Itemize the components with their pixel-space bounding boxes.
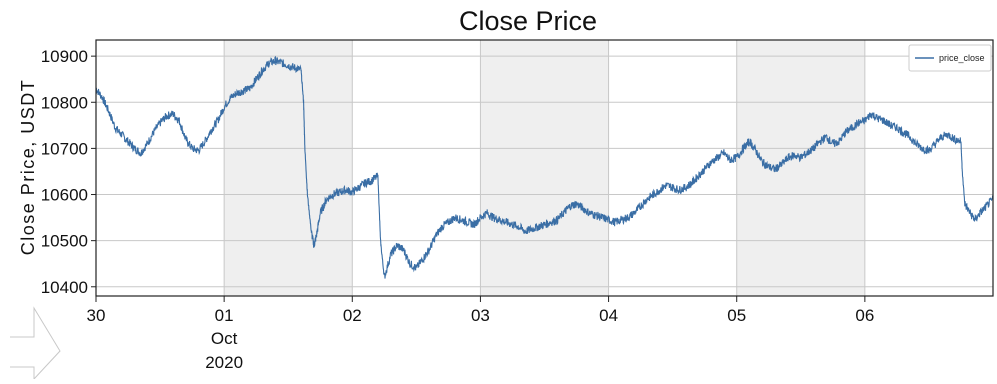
x-tick-label-0: 30 [87, 306, 106, 325]
shaded-band-1 [480, 40, 609, 296]
x-tick-label-4: 04 [599, 306, 618, 325]
shaded-band-2 [736, 40, 865, 296]
weekday-shading [224, 40, 865, 296]
x-tick-labels: 30 01 Oct 2020 02 03 04 05 06 [87, 306, 875, 372]
legend-label-price-close: price_close [939, 53, 985, 63]
y-tick-label-1: 10500 [41, 232, 88, 251]
x-tick-label-3: 03 [471, 306, 490, 325]
y-tick-label-4: 10800 [41, 93, 88, 112]
series-line-price-close [95, 55, 994, 279]
plot-frame [95, 39, 994, 297]
arrow-shape [10, 306, 61, 381]
series-layer [95, 55, 994, 279]
x-tick-sublabel-1-0: Oct [211, 329, 238, 348]
x-tick-label-2: 02 [343, 306, 362, 325]
y-tick-labels: 10400 10500 10600 10700 10800 10900 [41, 47, 88, 297]
legend: price_close [908, 44, 992, 72]
y-axis-label: Close Price, USDT [18, 79, 38, 256]
gridlines [95, 40, 993, 296]
axes [91, 39, 994, 302]
y-tick-label-2: 10600 [41, 186, 88, 205]
legend-box [908, 44, 992, 72]
y-tick-label-5: 10900 [41, 47, 88, 66]
x-tick-sublabel-1-1: 2020 [205, 353, 243, 372]
y-tick-label-3: 10700 [41, 139, 88, 158]
x-tick-label-6: 06 [855, 306, 874, 325]
shaded-band-0 [224, 40, 353, 296]
x-tick-label-1: 01 [215, 306, 234, 325]
chart-title: Close Price [459, 6, 597, 36]
y-tick-label-0: 10400 [41, 278, 88, 297]
x-tick-label-5: 05 [727, 306, 746, 325]
